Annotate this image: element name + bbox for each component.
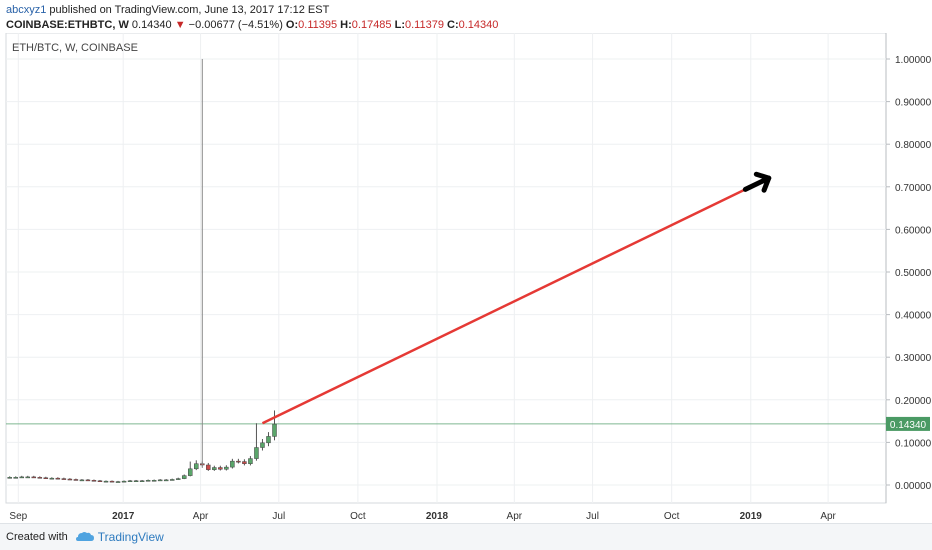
price-chart[interactable]: 1.00000 0.90000 0.80000 0.70000 0.60000 0.500…: [0, 33, 932, 523]
candle-body: [194, 463, 199, 470]
candle-body: [121, 480, 127, 483]
candle-body: [236, 460, 241, 463]
high-label: H:: [340, 19, 352, 31]
y-tick-label: 0.10000: [895, 438, 932, 449]
candle-body: [248, 458, 253, 464]
candle-body: [55, 477, 61, 480]
x-tick-label: Oct: [664, 511, 680, 522]
last-price-badge: [886, 416, 930, 431]
x-tick-label: Sep: [9, 511, 27, 522]
x-tick-label: Oct: [350, 511, 366, 522]
low-label: L:: [394, 19, 405, 31]
open-value: 0.11395: [298, 19, 338, 31]
candle-body: [242, 461, 247, 464]
candle-body: [224, 466, 229, 470]
candle-body: [67, 478, 73, 481]
candle-body: [85, 479, 91, 482]
candle-body: [103, 480, 109, 483]
y-tick-label: 0.20000: [895, 396, 932, 407]
y-tick-label: 0.70000: [895, 183, 932, 194]
close-value: 0.14340: [458, 19, 499, 31]
x-tick-label: Apr: [820, 511, 836, 522]
y-tick-label: 0.00000: [895, 481, 932, 492]
y-tick-label: 1.00000: [895, 55, 932, 66]
symbol-label: COINBASE:ETHBTC, W: [6, 19, 129, 31]
published-text: published on TradingView.com, June 13, 2…: [46, 4, 330, 16]
close-label: C:: [447, 19, 459, 31]
x-tick-label: Apr: [507, 511, 523, 522]
candle-body: [49, 477, 55, 480]
candle-body: [212, 467, 217, 470]
y-tick-label: 0.30000: [895, 353, 932, 364]
x-tick-label: 2017: [112, 511, 135, 522]
candle-body: [79, 479, 85, 482]
candle-body: [13, 477, 18, 479]
candle-body: [127, 480, 133, 482]
candle-body: [187, 468, 193, 476]
created-with-label: Created with: [6, 531, 68, 543]
candle-body: [7, 477, 12, 479]
candle-body: [157, 479, 163, 482]
candle-body: [109, 480, 115, 483]
price-change: −0.00677 (−4.51%): [188, 19, 283, 31]
high-value: 0.17485: [351, 19, 392, 31]
candle-body: [139, 480, 145, 482]
candle-body: [151, 480, 157, 482]
candle-body: [61, 478, 67, 480]
candle-body: [254, 447, 259, 459]
x-tick-label: Jul: [272, 511, 285, 522]
y-tick-label: 0.90000: [895, 98, 932, 109]
candle-body: [97, 480, 103, 482]
candle-body: [25, 476, 31, 479]
candle-body: [272, 423, 277, 437]
candle-body: [31, 476, 37, 479]
y-tick-label: 0.60000: [895, 225, 932, 236]
pane-title: ETH/BTC, W, COINBASE: [12, 42, 138, 54]
x-tick-label: Apr: [193, 511, 209, 522]
trend-line: [261, 185, 752, 425]
candle-body: [19, 476, 25, 479]
ohlc-line: COINBASE:ETHBTC, W 0.14340 ▼ −0.00677 (−…: [6, 18, 926, 33]
y-tick-label: 0.40000: [895, 311, 932, 322]
candle-body: [91, 480, 97, 482]
chart-area[interactable]: 1.00000 0.90000 0.80000 0.70000 0.60000 0.500…: [0, 33, 932, 523]
publish-info: abcxyz1 published on TradingView.com, Ju…: [6, 3, 926, 18]
candle-body: [37, 477, 43, 479]
candle-body: [145, 480, 151, 482]
pane-border: [5, 33, 887, 504]
last-price-badge-label: 0.14340: [890, 420, 927, 431]
open-label: O:: [285, 19, 299, 31]
x-tick-label: 2018: [426, 511, 449, 522]
candle-body: [218, 467, 223, 470]
chart-header: abcxyz1 published on TradingView.com, Ju…: [6, 3, 926, 33]
candle-body: [175, 478, 181, 480]
tradingview-cloud-icon: [75, 531, 94, 543]
candle-body: [169, 479, 175, 481]
candle-body: [73, 479, 79, 481]
candle-body: [230, 460, 235, 468]
x-tick-label: 2019: [740, 511, 763, 522]
candle-body: [163, 479, 169, 482]
x-tick-label: Jul: [586, 511, 599, 522]
y-tick-label: 0.80000: [895, 140, 932, 151]
tradingview-brand[interactable]: TradingView: [97, 530, 164, 544]
footer-bar: Created with TradingView: [0, 523, 932, 550]
candle-body: [43, 477, 49, 480]
low-value: 0.11379: [405, 19, 444, 31]
candle-body: [115, 481, 121, 483]
candle-body: [181, 475, 187, 479]
last-price: 0.14340: [131, 19, 172, 31]
candle-body: [133, 480, 139, 482]
y-tick-label: 0.50000: [895, 268, 932, 279]
candle-body: [206, 464, 211, 470]
author-link[interactable]: abcxyz1: [6, 4, 47, 16]
candle-body: [266, 436, 271, 444]
down-arrow-icon: ▼: [174, 19, 186, 31]
arrow-shaft: [742, 175, 772, 192]
arrow-head-icon: [753, 171, 772, 193]
candle-body: [260, 442, 265, 448]
